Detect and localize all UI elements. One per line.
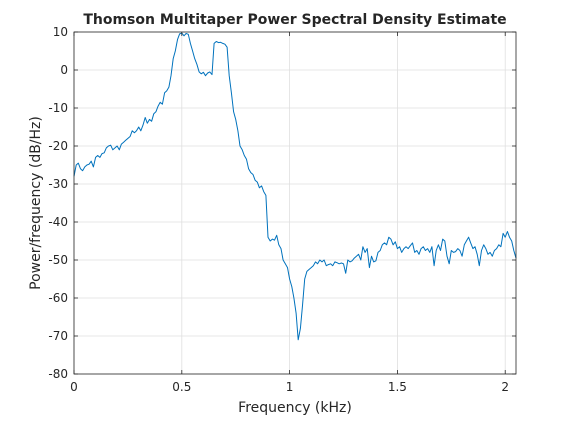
y-tick-label: -60: [48, 291, 68, 305]
y-axis-label: Power/frequency (dB/Hz): [28, 116, 44, 290]
x-axis-label: Frequency (kHz): [238, 400, 352, 416]
y-tick-label: -40: [48, 215, 68, 229]
y-tick-label: -20: [48, 139, 68, 153]
y-tick-label: -30: [48, 177, 68, 191]
axes-box: [73, 31, 517, 375]
plot-area: [74, 32, 516, 374]
y-tick-label: 0: [60, 63, 68, 77]
y-tick-label: -10: [48, 101, 68, 115]
x-tick-label: 0.5: [172, 380, 191, 394]
y-tick-label: -70: [48, 329, 68, 343]
psd-series-line: [73, 32, 517, 341]
x-tick-label: 1: [286, 380, 294, 394]
x-tick-label: 2: [501, 380, 509, 394]
axis-ticks: 0 0.5 1 1.5 2 10 0 -10 -20 -30 -40 -50 -60 -70 -80: [48, 25, 516, 394]
x-tick-label: 0: [70, 380, 78, 394]
y-tick-label: -80: [48, 367, 68, 381]
y-tick-label: -50: [48, 253, 68, 267]
chart-title: Thomson Multitaper Power Spectral Densit…: [83, 12, 506, 28]
y-tick-label: 10: [53, 25, 68, 39]
x-tick-label: 1.5: [388, 380, 407, 394]
